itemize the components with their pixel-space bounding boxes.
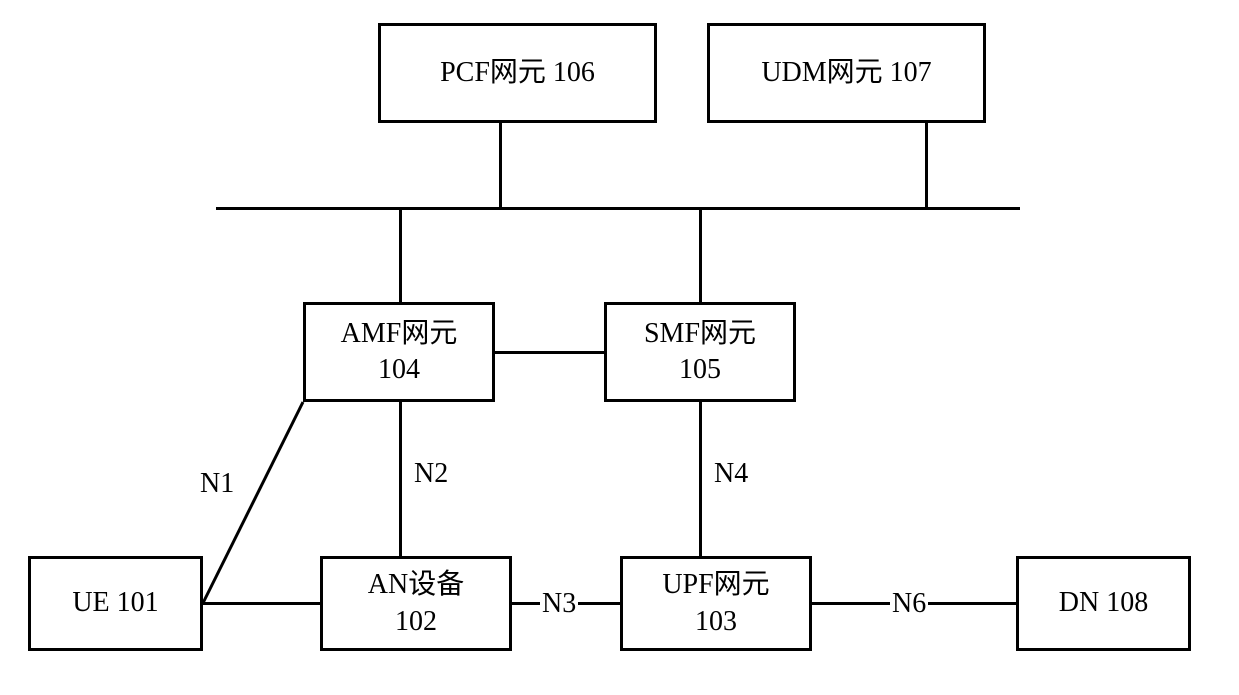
node-udm-label: UDM网元 107 <box>761 55 931 91</box>
node-an-label1: AN设备 <box>368 567 464 603</box>
node-amf: AMF网元 104 <box>303 302 495 402</box>
edge-label-n1: N1 <box>198 468 236 500</box>
node-smf-label2: 105 <box>679 352 721 388</box>
node-amf-label2: 104 <box>378 352 420 388</box>
node-udm: UDM网元 107 <box>707 23 986 123</box>
node-an: AN设备 102 <box>320 556 512 651</box>
node-pcf: PCF网元 106 <box>378 23 657 123</box>
node-ue-label: UE 101 <box>72 585 158 621</box>
node-upf-label2: 103 <box>695 604 737 640</box>
node-dn: DN 108 <box>1016 556 1191 651</box>
node-upf-label1: UPF网元 <box>662 567 769 603</box>
node-an-label2: 102 <box>395 604 437 640</box>
node-pcf-label: PCF网元 106 <box>440 55 595 91</box>
node-upf: UPF网元 103 <box>620 556 812 651</box>
node-amf-label1: AMF网元 <box>341 316 458 352</box>
node-smf-label1: SMF网元 <box>644 316 756 352</box>
node-dn-label: DN 108 <box>1059 585 1148 621</box>
node-ue: UE 101 <box>28 556 203 651</box>
node-smf: SMF网元 105 <box>604 302 796 402</box>
